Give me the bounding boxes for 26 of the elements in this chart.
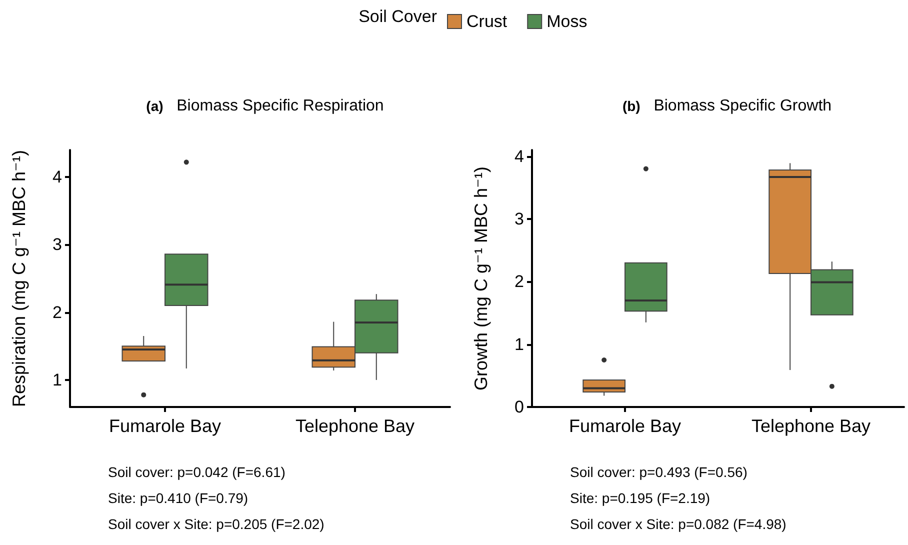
y-tick-label: 3: [514, 209, 524, 228]
legend-title: Soil Cover: [358, 7, 438, 26]
text: Soil cover x Site: p=0.082 (F=4.98): [570, 516, 786, 532]
y-axis-title: Growth (mg C g⁻¹ MBC h⁻¹): [471, 166, 491, 391]
chart-title: (a) Biomass Specific Respiration: [146, 98, 384, 114]
y-tick-label: 2: [52, 302, 62, 322]
x-tick-label: Fumarole Bay: [108, 416, 222, 436]
chart-title: (b) Biomass Specific Growth: [622, 98, 832, 114]
text: Soil cover: p=0.493 (F=0.56): [570, 464, 748, 480]
text: Site: p=0.410 (F=0.79): [108, 490, 248, 506]
y-tick-label: 1: [52, 370, 62, 390]
legend-label: Crust: [466, 12, 508, 31]
y-tick-label: 2: [514, 272, 524, 292]
y-tick-label: 1: [514, 334, 524, 354]
y-tick-label: 4: [52, 168, 62, 187]
text: Soil cover: p=0.042 (F=6.61): [108, 464, 286, 480]
y-tick-label: 0: [514, 398, 524, 416]
x-tick-label: Telephone Bay: [295, 416, 415, 436]
text: Soil cover x Site: p=0.205 (F=2.02): [108, 516, 324, 532]
y-axis-title: Respiration (mg C g⁻¹ MBC h⁻¹): [9, 150, 29, 408]
y-tick-label: 4: [514, 146, 524, 166]
x-tick-label: Fumarole Bay: [568, 416, 682, 436]
x-tick-label: Telephone Bay: [751, 416, 871, 436]
legend-label: Moss: [546, 12, 588, 31]
y-tick-label: 3: [52, 235, 62, 254]
text: Site: p=0.195 (F=2.19): [570, 490, 710, 506]
